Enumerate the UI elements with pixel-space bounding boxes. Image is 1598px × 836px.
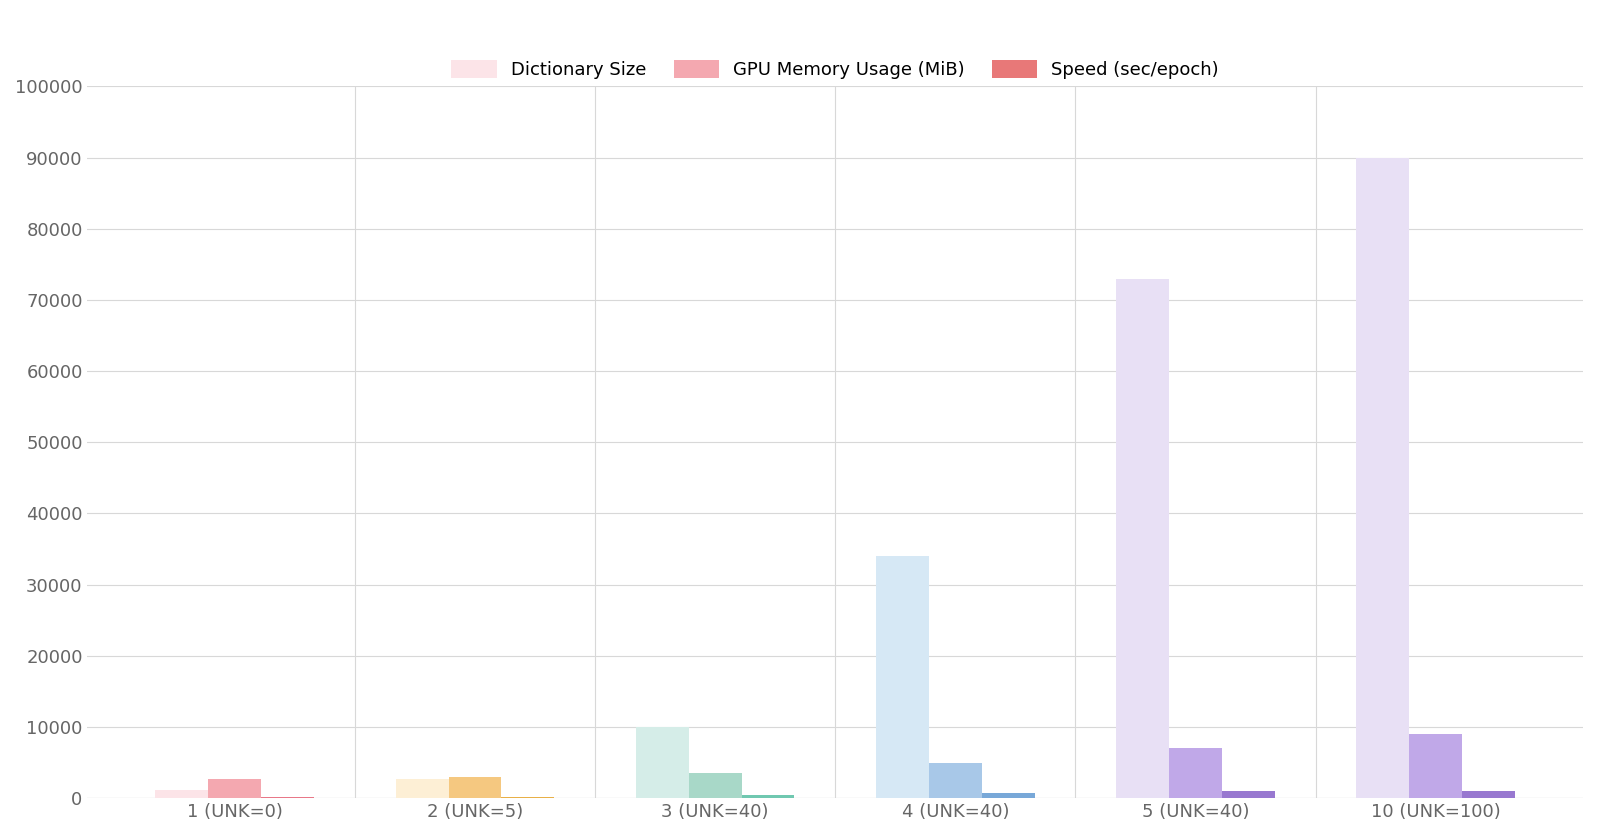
Bar bbox=[981, 793, 1034, 798]
Bar bbox=[1222, 792, 1275, 798]
Bar bbox=[502, 797, 555, 798]
Bar bbox=[1357, 157, 1409, 798]
Bar bbox=[155, 789, 208, 798]
Bar bbox=[1462, 791, 1515, 798]
Legend: Dictionary Size, GPU Memory Usage (MiB), Speed (sec/epoch): Dictionary Size, GPU Memory Usage (MiB),… bbox=[444, 53, 1226, 86]
Bar bbox=[449, 777, 502, 798]
Bar bbox=[1170, 748, 1222, 798]
Bar bbox=[1409, 734, 1462, 798]
Bar bbox=[208, 779, 260, 798]
Bar bbox=[689, 773, 741, 798]
Bar bbox=[741, 795, 794, 798]
Bar bbox=[636, 727, 689, 798]
Bar bbox=[928, 762, 981, 798]
Bar bbox=[1117, 278, 1170, 798]
Bar bbox=[876, 556, 928, 798]
Bar bbox=[396, 779, 449, 798]
